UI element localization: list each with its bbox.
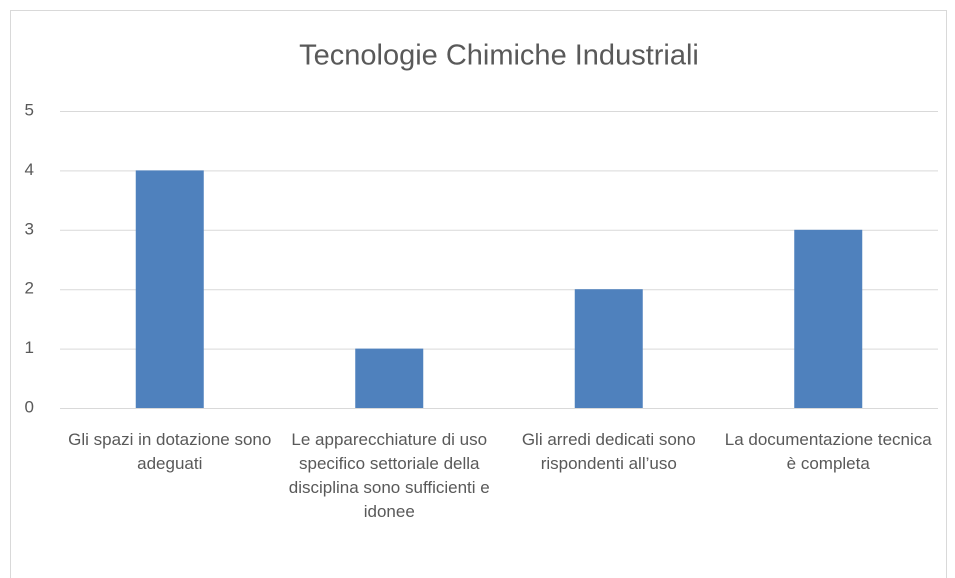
chart-title: Tecnologie Chimiche Industriali (299, 40, 699, 72)
x-tick-label: Le apparecchiature di uso specifico sett… (288, 430, 490, 521)
y-tick-label: 2 (25, 279, 34, 298)
x-tick-label: Gli arredi dedicati sono rispondenti all… (521, 430, 696, 473)
bar (574, 289, 643, 408)
bar (794, 229, 863, 408)
y-tick-label: 1 (25, 338, 34, 357)
y-tick-label: 3 (25, 219, 34, 238)
bar (135, 170, 204, 408)
x-tick-label: Gli spazi in dotazione sono adeguati (68, 430, 272, 473)
y-tick-label: 4 (25, 160, 34, 179)
x-tick-label: La documentazione tecnica è completa (724, 430, 932, 473)
y-tick-label: 0 (25, 397, 34, 416)
y-tick-label: 5 (25, 100, 34, 119)
chart-border (10, 10, 947, 578)
bar (355, 348, 424, 408)
